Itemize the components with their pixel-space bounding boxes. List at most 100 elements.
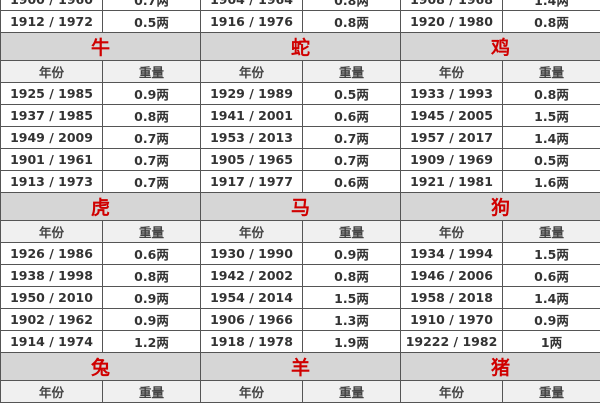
year-cell: 1912 / 1972 (1, 11, 103, 33)
year-header: 年份 (1, 61, 103, 83)
year-cell: 1921 / 1981 (401, 171, 503, 193)
year-cell: 1934 / 1994 (401, 243, 503, 265)
zodiac-label: 羊 (201, 353, 401, 381)
year-cell: 1910 / 1970 (401, 309, 503, 331)
zodiac-label: 虎 (1, 193, 201, 221)
weight-cell: 0.7两 (303, 127, 401, 149)
weight-cell: 0.8两 (103, 265, 201, 287)
weight-cell: 0.9两 (103, 287, 201, 309)
year-header: 年份 (201, 221, 303, 243)
weight-cell: 1.9两 (303, 331, 401, 353)
zodiac-header-row: 兔羊猪 (1, 353, 600, 381)
year-cell: 1905 / 1965 (201, 149, 303, 171)
zodiac-label: 兔 (1, 353, 201, 381)
zodiac-label: 蛇 (201, 33, 401, 61)
year-cell: 1925 / 1985 (1, 83, 103, 105)
weight-header: 重量 (103, 61, 201, 83)
zodiac-header-row: 虎马狗 (1, 193, 600, 221)
weight-cell: 0.8两 (303, 0, 401, 11)
year-cell: 1953 / 2013 (201, 127, 303, 149)
weight-cell: 1.6两 (503, 171, 600, 193)
weight-cell: 0.6两 (303, 171, 401, 193)
year-cell: 1942 / 2002 (201, 265, 303, 287)
weight-cell: 1.4两 (503, 127, 600, 149)
year-cell: 1917 / 1977 (201, 171, 303, 193)
weight-cell: 1.4两 (503, 0, 600, 11)
year-header: 年份 (201, 61, 303, 83)
year-cell: 1930 / 1990 (201, 243, 303, 265)
weight-header: 重量 (503, 381, 600, 403)
weight-header: 重量 (103, 221, 201, 243)
zodiac-label: 猪 (401, 353, 600, 381)
year-cell: 1904 / 1964 (201, 0, 303, 11)
weight-cell: 1.3两 (303, 309, 401, 331)
weight-cell: 0.9两 (303, 243, 401, 265)
year-cell: 1937 / 1985 (1, 105, 103, 127)
weight-header: 重量 (503, 221, 600, 243)
year-cell: 1958 / 2018 (401, 287, 503, 309)
year-cell: 1941 / 2001 (201, 105, 303, 127)
weight-cell: 0.7两 (103, 0, 201, 11)
year-header: 年份 (401, 381, 503, 403)
weight-cell: 0.8两 (303, 11, 401, 33)
weight-cell: 0.5两 (503, 149, 600, 171)
weight-header: 重量 (303, 61, 401, 83)
weight-cell: 0.9两 (503, 309, 600, 331)
year-cell: 1954 / 2014 (201, 287, 303, 309)
weight-cell: 1.4两 (503, 287, 600, 309)
year-cell: 1926 / 1986 (1, 243, 103, 265)
weight-header: 重量 (303, 381, 401, 403)
weight-cell: 1.5两 (503, 243, 600, 265)
year-cell: 1914 / 1974 (1, 331, 103, 353)
weight-cell: 1.5两 (503, 105, 600, 127)
weight-cell: 0.7两 (103, 127, 201, 149)
weight-cell: 0.5两 (103, 11, 201, 33)
year-header: 年份 (401, 221, 503, 243)
weight-cell: 0.6两 (303, 105, 401, 127)
year-cell: 1900 / 1960 (1, 0, 103, 11)
year-cell: 1901 / 1961 (1, 149, 103, 171)
zodiac-label: 狗 (401, 193, 600, 221)
year-header: 年份 (401, 61, 503, 83)
weight-cell: 0.7两 (303, 149, 401, 171)
year-cell: 1957 / 2017 (401, 127, 503, 149)
year-cell: 1913 / 1973 (1, 171, 103, 193)
zodiac-label: 牛 (1, 33, 201, 61)
year-cell: 1906 / 1966 (201, 309, 303, 331)
year-cell: 19222 / 1982 (401, 331, 503, 353)
weight-cell: 0.7两 (103, 149, 201, 171)
weight-cell: 0.6两 (103, 243, 201, 265)
year-header: 年份 (1, 221, 103, 243)
weight-cell: 0.8两 (103, 105, 201, 127)
year-cell: 1920 / 1980 (401, 11, 503, 33)
weight-header: 重量 (103, 381, 201, 403)
column-header-row: 年份重量年份重量年份重量 (1, 381, 600, 403)
weight-cell: 1.2两 (103, 331, 201, 353)
year-cell: 1933 / 1993 (401, 83, 503, 105)
weight-cell: 0.9两 (103, 83, 201, 105)
weight-cell: 0.7两 (103, 171, 201, 193)
weight-header: 重量 (503, 61, 600, 83)
year-cell: 1949 / 2009 (1, 127, 103, 149)
zodiac-header-row: 牛蛇鸡 (1, 33, 600, 61)
weight-cell: 0.8两 (303, 265, 401, 287)
year-cell: 1946 / 2006 (401, 265, 503, 287)
year-cell: 1916 / 1976 (201, 11, 303, 33)
weight-cell: 0.6两 (503, 265, 600, 287)
year-cell: 1909 / 1969 (401, 149, 503, 171)
zodiac-label: 马 (201, 193, 401, 221)
year-cell: 1938 / 1998 (1, 265, 103, 287)
column-header-row: 年份重量年份重量年份重量 (1, 221, 600, 243)
year-cell: 1902 / 1962 (1, 309, 103, 331)
